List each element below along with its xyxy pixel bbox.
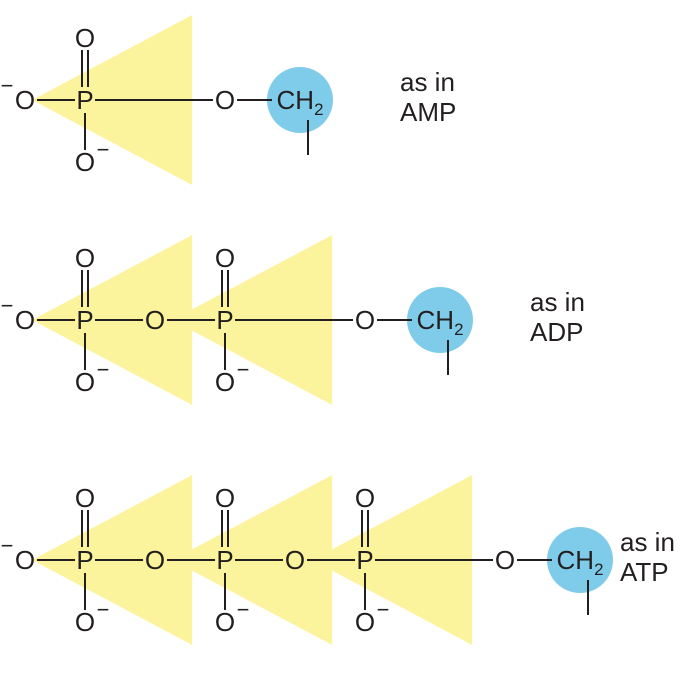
bond-po-bottom-amp-0 xyxy=(84,113,86,150)
minus-bottom-amp-0: − xyxy=(97,139,110,161)
bond-po-bottom-atp-0 xyxy=(84,573,86,610)
oxygen-ester-adp: O xyxy=(355,307,375,333)
dbond-adp-0-a xyxy=(81,270,83,307)
dbond-atp-2-b xyxy=(367,510,369,547)
bond-p-oe-atp xyxy=(375,559,493,561)
dbond-amp-0-a xyxy=(81,50,83,87)
ch2-adp: CH2 xyxy=(417,307,464,333)
dbond-adp-1-b xyxy=(227,270,229,307)
bond-oe-c-adp xyxy=(377,319,412,321)
oxygen-bottom-adp-0: O xyxy=(75,369,95,395)
bond-po-bottom-atp-2 xyxy=(364,573,366,610)
minus-bottom-adp-1: − xyxy=(237,359,250,381)
minus-bottom-atp-2: − xyxy=(377,599,390,621)
oxygen-top-amp-0: O xyxy=(75,25,95,51)
oxygen-bottom-atp-2: O xyxy=(355,609,375,635)
minus-bottom-adp-0: − xyxy=(97,359,110,381)
dbond-atp-0-b xyxy=(87,510,89,547)
label-adp: as inADP xyxy=(530,288,585,348)
minus-bottom-atp-0: − xyxy=(97,599,110,621)
oxygen-terminal-adp: O xyxy=(15,307,35,333)
phosphorus-adp-1: P xyxy=(216,307,233,333)
label-amp: as inAMP xyxy=(400,68,456,128)
bond-po-bottom-atp-1 xyxy=(224,573,226,610)
bond-p-oe-adp xyxy=(235,319,353,321)
oxygen-ester-atp: O xyxy=(495,547,515,573)
label-atp-line2: ATP xyxy=(620,558,675,588)
oxygen-top-adp-0: O xyxy=(75,245,95,271)
oxygen-bottom-amp-0: O xyxy=(75,149,95,175)
bond-p-o-adp-0 xyxy=(95,319,143,321)
oxygen-bridge-atp-1: O xyxy=(285,547,305,573)
bond-op-left-adp xyxy=(37,319,75,321)
minus-terminal-adp: − xyxy=(1,295,14,317)
bond-ch2-down-adp xyxy=(447,340,449,375)
dbond-adp-0-b xyxy=(87,270,89,307)
label-atp: as inATP xyxy=(620,528,675,588)
bond-p-o-atp-1 xyxy=(235,559,283,561)
oxygen-top-atp-2: O xyxy=(355,485,375,511)
bond-p-o-atp-0 xyxy=(95,559,143,561)
shapes-layer xyxy=(0,0,689,691)
bond-oe-c-atp xyxy=(517,559,552,561)
dbond-atp-0-a xyxy=(81,510,83,547)
dbond-adp-1-a xyxy=(221,270,223,307)
label-amp-line1: as in xyxy=(400,68,456,98)
bond-ch2-down-atp xyxy=(587,580,589,615)
dbond-atp-1-b xyxy=(227,510,229,547)
label-atp-line1: as in xyxy=(620,528,675,558)
phosphorus-atp-0: P xyxy=(76,547,93,573)
oxygen-bridge-adp-0: O xyxy=(145,307,165,333)
oxygen-top-adp-1: O xyxy=(215,245,235,271)
dbond-atp-2-a xyxy=(361,510,363,547)
bond-po-bottom-adp-1 xyxy=(224,333,226,370)
minus-terminal-amp: − xyxy=(1,75,14,97)
oxygen-terminal-amp: O xyxy=(15,87,35,113)
bond-o-p-atp-0 xyxy=(167,559,215,561)
oxygen-bridge-atp-0: O xyxy=(145,547,165,573)
oxygen-bottom-adp-1: O xyxy=(215,369,235,395)
phosphorus-atp-2: P xyxy=(356,547,373,573)
minus-bottom-atp-1: − xyxy=(237,599,250,621)
bond-p-oe-amp xyxy=(95,99,213,101)
label-amp-line2: AMP xyxy=(400,98,456,128)
bond-oe-c-amp xyxy=(237,99,272,101)
phosphorus-adp-0: P xyxy=(76,307,93,333)
oxygen-top-atp-1: O xyxy=(215,485,235,511)
bond-po-bottom-adp-0 xyxy=(84,333,86,370)
label-adp-line2: ADP xyxy=(530,318,585,348)
dbond-atp-1-a xyxy=(221,510,223,547)
phosphorus-atp-1: P xyxy=(216,547,233,573)
dbond-amp-0-b xyxy=(87,50,89,87)
oxygen-top-atp-0: O xyxy=(75,485,95,511)
minus-terminal-atp: − xyxy=(1,535,14,557)
oxygen-bottom-atp-0: O xyxy=(75,609,95,635)
bond-o-p-adp-0 xyxy=(167,319,215,321)
ch2-amp: CH2 xyxy=(277,87,324,113)
bond-ch2-down-amp xyxy=(307,120,309,155)
ch2-atp: CH2 xyxy=(557,547,604,573)
label-adp-line1: as in xyxy=(530,288,585,318)
bond-op-left-atp xyxy=(37,559,75,561)
bond-op-left-amp xyxy=(37,99,75,101)
oxygen-bottom-atp-1: O xyxy=(215,609,235,635)
oxygen-terminal-atp: O xyxy=(15,547,35,573)
bond-o-p-atp-1 xyxy=(307,559,355,561)
oxygen-ester-amp: O xyxy=(215,87,235,113)
phosphorus-amp-0: P xyxy=(76,87,93,113)
